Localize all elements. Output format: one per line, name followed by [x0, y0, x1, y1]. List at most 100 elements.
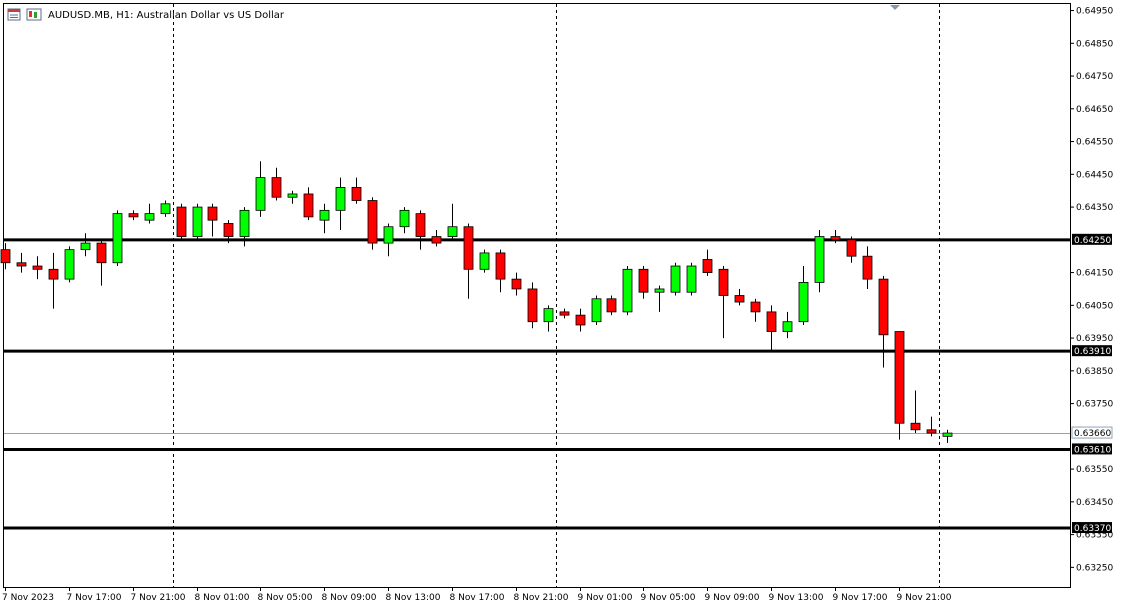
- candle: [670, 262, 681, 296]
- price-axis[interactable]: 0.64950 0.64850 0.64750 0.64650 0.64550 0.644…: [1070, 7, 1113, 574]
- candle-body: [16, 262, 27, 267]
- candle-body: [894, 331, 905, 424]
- separators: [173, 4, 940, 587]
- candle-body: [399, 209, 410, 228]
- candle: [160, 200, 171, 217]
- candle-body: [511, 278, 522, 290]
- price-tick-label: 0.64450: [1076, 170, 1113, 180]
- price-tick-label: 0.63250: [1076, 563, 1113, 573]
- candle-body: [207, 206, 218, 221]
- candle: [431, 229, 442, 247]
- time-tick-label: 7 Nov 17:00: [67, 593, 122, 603]
- level-price-label-text: 0.63370: [1074, 524, 1111, 534]
- candle-body: [192, 206, 203, 237]
- candle-body: [415, 213, 426, 237]
- level-price-label-text: 0.64250: [1074, 236, 1111, 246]
- candle-body: [303, 193, 314, 218]
- price-tick-label: 0.64750: [1076, 72, 1113, 82]
- candle: [495, 249, 506, 293]
- candle-body: [591, 298, 602, 323]
- candle-body: [830, 236, 841, 241]
- current-price-label-text: 0.63660: [1074, 429, 1111, 439]
- candle: [766, 305, 777, 352]
- candle-chart-icon: [26, 8, 42, 21]
- candle-body: [64, 249, 75, 280]
- candle-body: [48, 268, 59, 280]
- candle: [654, 285, 665, 312]
- candle-body: [351, 187, 362, 201]
- price-labels: 0.64250 0.63910 0.63610 0.63370 0.63660: [1071, 233, 1113, 534]
- time-tick-label: 8 Nov 13:00: [386, 593, 441, 603]
- candle: [383, 223, 394, 257]
- time-tick-label: 9 Nov 17:00: [833, 593, 888, 603]
- candle-body: [96, 242, 107, 264]
- candle: [319, 203, 330, 234]
- price-tick-label: 0.64850: [1076, 39, 1113, 49]
- chart-window-icon: [7, 8, 21, 21]
- candle-body: [606, 298, 617, 313]
- candle-body: [878, 278, 889, 336]
- candle-body: [80, 242, 91, 251]
- price-tick-label: 0.64350: [1076, 203, 1113, 213]
- candle-body: [223, 223, 234, 237]
- candle: [96, 239, 107, 286]
- candle: [479, 249, 490, 273]
- candle-body: [686, 265, 697, 293]
- candle-body: [734, 295, 745, 303]
- candle-body: [559, 311, 570, 316]
- candle: [527, 282, 538, 329]
- time-tick-label: 9 Nov 01:00: [578, 593, 633, 603]
- chart-title: AUDUSD.MB, H1: Australian Dollar vs US D…: [48, 10, 285, 21]
- candle-body: [766, 311, 777, 332]
- time-tick-label: 9 Nov 09:00: [705, 593, 760, 603]
- price-tick-label: 0.64950: [1076, 7, 1113, 17]
- candle: [718, 266, 729, 339]
- candle-body: [654, 288, 665, 293]
- candle: [80, 233, 91, 257]
- candle-body: [0, 249, 11, 264]
- candle: [942, 429, 953, 443]
- candle-body: [112, 213, 123, 264]
- time-tick-label: 9 Nov 05:00: [641, 593, 696, 603]
- candle: [638, 266, 649, 299]
- candle: [798, 266, 809, 325]
- level-price-label-text: 0.63910: [1074, 347, 1111, 357]
- candle: [686, 262, 697, 296]
- candle-body: [575, 314, 586, 326]
- candle: [846, 236, 857, 263]
- candle-body: [239, 209, 250, 237]
- candle: [303, 187, 314, 221]
- candle-body: [942, 432, 953, 437]
- candle: [207, 203, 218, 237]
- current-price-label: [1071, 426, 1113, 439]
- candle: [559, 308, 570, 319]
- candle-body: [910, 422, 921, 431]
- price-tick-label: 0.63750: [1076, 400, 1113, 410]
- candle: [543, 305, 554, 332]
- time-tick-label: 7 Nov 21:00: [131, 593, 186, 603]
- time-tick-label: 7 Nov 2023: [2, 593, 54, 603]
- candle: [734, 288, 745, 306]
- candle: [862, 246, 873, 289]
- candle-body: [862, 255, 873, 280]
- candle: [0, 243, 11, 270]
- price-tick-label: 0.63850: [1076, 367, 1113, 377]
- candle-body: [431, 236, 442, 244]
- candle-body: [543, 308, 554, 323]
- candle-body: [271, 177, 282, 198]
- candle-body: [670, 265, 681, 293]
- candle: [32, 256, 43, 280]
- candle-body: [846, 239, 857, 257]
- candle-body: [176, 206, 187, 237]
- candle-body: [798, 281, 809, 323]
- chart-shift-marker-icon[interactable]: [890, 5, 900, 10]
- candle-body: [750, 301, 761, 313]
- time-axis[interactable]: 7 Nov 2023 7 Nov 17:00 7 Nov 21:00 8 Nov 01…: [2, 587, 952, 603]
- candle: [287, 190, 298, 204]
- candle-body: [319, 209, 330, 221]
- candle: [750, 298, 761, 322]
- candle: [399, 207, 410, 234]
- candle-body: [287, 193, 298, 198]
